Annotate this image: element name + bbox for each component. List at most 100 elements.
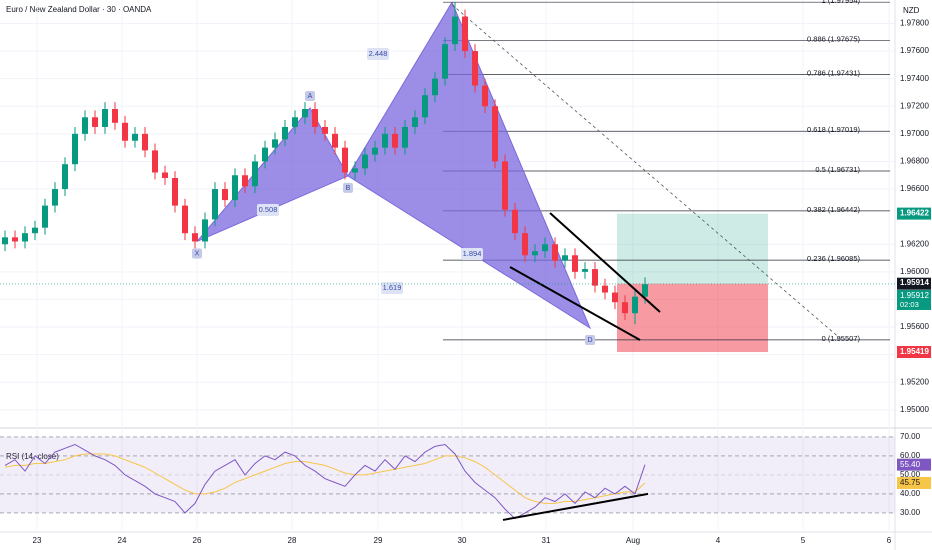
candle-body [102, 109, 108, 127]
candle-body [52, 189, 58, 206]
ratio-box [381, 282, 403, 294]
rsi-line [4, 443, 646, 520]
y-tick-label: 1.96800 [900, 157, 929, 166]
candle-body [632, 296, 638, 314]
point-label: X [195, 250, 200, 257]
candle-body [572, 255, 578, 272]
candle-body [22, 233, 28, 242]
y-tick-label: 1.95600 [900, 322, 929, 331]
x-tick-label: 23 [33, 536, 42, 545]
candle-body [192, 233, 198, 242]
price-badge-label: 1.95419 [900, 347, 929, 356]
x-tick-label: 30 [458, 536, 467, 545]
candle-body [492, 106, 498, 162]
price-badge-label: 1.95912 [900, 291, 929, 300]
y-tick-label: 1.97800 [900, 19, 929, 28]
candle-body [262, 147, 268, 162]
x-tick-label: 4 [716, 536, 721, 545]
candle-body [432, 78, 438, 96]
candle-body [242, 175, 248, 187]
candle-body [72, 133, 78, 165]
x-tick-label: Aug [626, 536, 640, 545]
candle-body [612, 292, 618, 303]
point-label-box [343, 182, 353, 193]
ratio-label: 0.508 [259, 205, 278, 214]
candle-body [202, 219, 208, 242]
rsi-badge [897, 476, 931, 489]
candle-body [542, 244, 548, 252]
candle-body [352, 168, 358, 173]
candle-body [332, 133, 338, 148]
candle-body [172, 178, 178, 206]
fib-label: 0.618 (1.97019) [807, 125, 860, 134]
y-tick-label: 1.97000 [900, 129, 929, 138]
candle-body [122, 122, 128, 141]
x-tick-label: 29 [374, 536, 383, 545]
x-tick-label: 5 [801, 536, 806, 545]
candle-body [532, 251, 538, 256]
price-badge-label: 1.95914 [900, 278, 929, 287]
ratio-box [461, 248, 483, 260]
ratio-label: 1.619 [383, 283, 402, 292]
trendline [509, 266, 641, 341]
rsi-title: RSI (14, close) [6, 452, 59, 461]
y-tick-label: 1.96000 [900, 267, 929, 276]
y-tick-label: 1.96600 [900, 184, 929, 193]
y-tick-label: 1.97200 [900, 101, 929, 110]
price-badge [897, 207, 931, 220]
fib-label: 0 (1.95507) [822, 334, 861, 343]
candle-body [402, 126, 408, 148]
candle-body [2, 237, 8, 245]
candle-body [282, 126, 288, 140]
candle-body [312, 109, 318, 127]
fib-label: 0.236 (1.96085) [807, 254, 860, 263]
candle-body [582, 269, 588, 272]
point-label-box [585, 334, 595, 345]
candle-body [302, 109, 308, 118]
candle-body [152, 150, 158, 173]
candle-body [132, 133, 138, 141]
rsi-divergence [502, 492, 649, 521]
candle-body [512, 209, 518, 234]
fib-label: 0.382 (1.96442) [807, 205, 860, 214]
candle-body [62, 164, 68, 190]
x-tick-label: 31 [542, 536, 551, 545]
candle-body [602, 285, 608, 293]
candle-body [322, 126, 328, 134]
candle-body [32, 227, 38, 234]
point-label: D [587, 337, 592, 344]
countdown: 02:03 [900, 300, 919, 309]
rsi-tick-label: 50.00 [900, 470, 921, 479]
candle-body [142, 133, 148, 151]
fib-label: 0.886 (1.97675) [807, 35, 860, 44]
candle-body [252, 161, 258, 187]
candle-body [92, 117, 98, 127]
currency: NZD [903, 6, 920, 15]
candle-body [42, 205, 48, 228]
candle-body [162, 172, 168, 179]
candle-body [622, 302, 628, 314]
x-tick-label: 28 [288, 536, 297, 545]
candle-body [272, 139, 278, 148]
y-tick-label: 1.97600 [900, 46, 929, 55]
price-badge [897, 346, 931, 359]
fib-label: 0.786 (1.97431) [807, 68, 860, 77]
price-badge [897, 277, 931, 290]
candle-body [422, 95, 428, 118]
candle-body [552, 244, 558, 261]
candle-body [382, 133, 388, 148]
y-tick-label: 1.95200 [900, 377, 929, 386]
candle-body [372, 147, 378, 155]
point-label-box [192, 248, 202, 259]
rsi-tick-label: 60.00 [900, 451, 921, 460]
candle-body [342, 147, 348, 173]
point-label: A [308, 93, 313, 100]
ratio-label: 2.448 [369, 49, 388, 58]
ratio-box [257, 204, 279, 216]
rsi-tick-label: 30.00 [900, 508, 921, 517]
candle-body [362, 154, 368, 169]
price-badge [897, 289, 931, 310]
candle-body [642, 284, 648, 297]
rsi-badge-label: 45.75 [900, 478, 921, 487]
